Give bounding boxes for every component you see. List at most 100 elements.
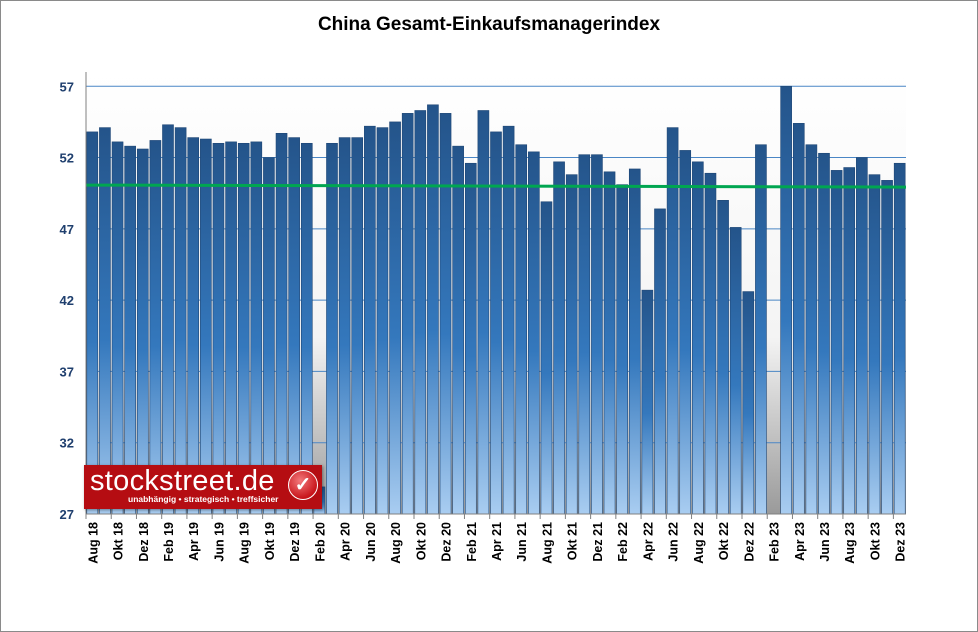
bar [729,227,742,515]
bar [464,162,477,515]
bar [288,137,300,515]
bar [780,85,792,515]
y-tick-label: 57 [60,79,74,94]
x-tick-label: Feb 21 [465,522,479,562]
x-tick-label: Okt 22 [717,522,731,560]
y-tick-label: 42 [60,293,74,308]
bar [250,141,263,515]
x-tick-label: Apr 20 [339,522,353,561]
bar [149,140,162,515]
bar [414,110,427,515]
bar [111,141,124,515]
bar [275,133,288,515]
bar [578,154,591,515]
bar [628,168,641,515]
bar [401,113,414,515]
stockstreet-logo: stockstreet.de unabhängig • strategisch … [84,465,322,509]
bar [326,142,338,515]
x-tick-label: Aug 21 [540,522,554,564]
x-tick-label: Aug 22 [692,522,706,564]
bar [843,167,856,515]
x-tick-label: Dez 23 [894,522,908,562]
bar [893,162,906,515]
x-tick-label: Dez 20 [440,522,454,562]
logo-text: stockstreet.de [90,465,275,497]
bar [389,121,401,515]
x-tick-label: Apr 23 [793,522,807,561]
x-tick-label: Dez 18 [137,522,151,562]
bar [679,150,692,515]
x-tick-label: Okt 23 [868,522,882,560]
bar [187,137,200,515]
bar [263,157,275,515]
bar [603,171,616,515]
bar [502,125,515,515]
checkmark-icon: ✓ [288,470,318,500]
x-tick-label: Okt 21 [566,522,580,560]
y-tick-label: 47 [60,222,74,237]
x-tick-label: Dez 19 [288,522,302,562]
x-tick-label: Dez 21 [591,522,605,562]
bar [86,131,99,515]
y-tick-label: 32 [60,436,74,451]
x-tick-label: Aug 19 [238,522,252,564]
bar [591,154,603,515]
bar [742,291,755,515]
x-tick-label: Apr 22 [641,522,655,561]
x-tick-label: Apr 21 [490,522,504,561]
bar [528,151,540,515]
bar [300,142,313,515]
bar [452,145,464,515]
bar [212,142,225,515]
x-tick-label: Jun 22 [667,522,681,562]
bar [225,141,237,515]
logo-tagline: unabhängig • strategisch • treffsicher [128,494,279,504]
bar [553,161,565,515]
bar [237,142,250,515]
x-tick-label: Okt 20 [414,522,428,560]
x-tick-label: Aug 23 [843,522,857,564]
bar [200,138,212,515]
y-tick-label: 27 [60,507,74,522]
x-tick-label: Aug 18 [86,522,100,564]
bar [641,289,654,515]
x-tick-label: Aug 20 [389,522,403,564]
bar [351,137,364,515]
bar [338,137,351,515]
y-tick-label: 52 [60,151,74,166]
x-tick-label: Jun 20 [364,522,378,562]
x-tick-label: Apr 19 [187,522,201,561]
bar [654,208,666,515]
bar [540,201,553,515]
x-tick-label: Feb 19 [162,522,176,562]
bar [717,200,729,515]
bar [704,172,717,515]
bar [439,113,452,515]
x-tick-label: Okt 19 [263,522,277,560]
reference-line-50 [85,183,907,189]
bar [490,131,502,515]
bar [124,145,136,515]
bar [856,157,868,515]
bar [136,148,149,515]
bar [515,144,528,515]
bar [477,110,490,515]
x-tick-label: Jun 21 [515,522,529,562]
bar [692,161,704,515]
bar [818,152,830,515]
x-tick-label: Dez 22 [742,522,756,562]
bar [881,180,893,515]
bar [792,123,805,515]
x-tick-label: Jun 23 [818,522,832,562]
y-tick-label: 37 [60,364,74,379]
bar [616,184,628,515]
bar [868,174,881,515]
x-tick-label: Feb 23 [768,522,782,562]
x-tick-label: Okt 18 [112,522,126,560]
x-tick-label: Feb 20 [313,522,327,562]
bar [830,170,843,515]
bar [427,104,439,515]
x-tick-label: Jun 19 [212,522,226,562]
chart-title: China Gesamt-Einkaufsmanagerindex [317,14,661,35]
